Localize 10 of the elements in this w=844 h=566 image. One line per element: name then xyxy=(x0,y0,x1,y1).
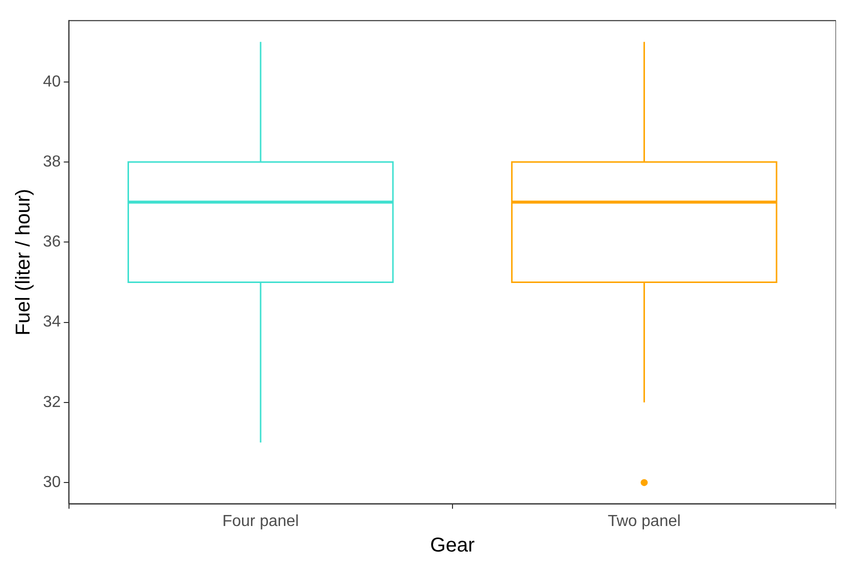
y-tick-label: 30 xyxy=(43,474,61,491)
y-tick-label: 40 xyxy=(43,73,61,90)
y-tick-label: 34 xyxy=(43,314,61,331)
x-axis-title: Gear xyxy=(430,534,475,557)
x-tick-label: Two panel xyxy=(608,512,681,530)
y-tick-label: 32 xyxy=(43,394,61,411)
y-axis-title: Fuel (liter / hour) xyxy=(12,188,35,336)
y-tick-label: 38 xyxy=(43,153,61,170)
x-tick-label: Four panel xyxy=(222,512,299,530)
y-tick-label: 36 xyxy=(43,234,61,251)
